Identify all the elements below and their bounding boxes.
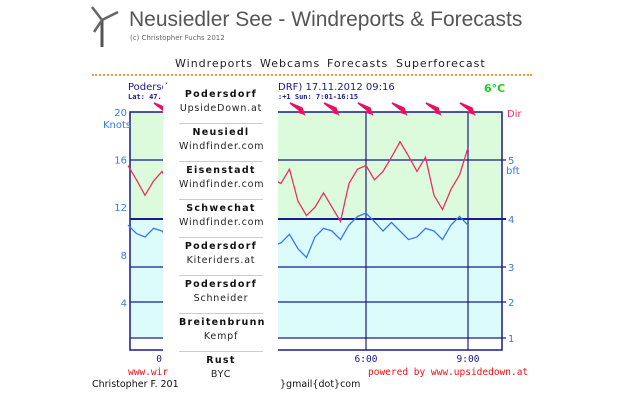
knots-tick-label: 8 bbox=[121, 251, 127, 262]
wind-turbine-icon bbox=[91, 6, 119, 47]
bft-tick-label: 4 bbox=[508, 215, 514, 226]
menu-item-source: Windfinder.com bbox=[179, 141, 265, 152]
menu-item-source: Windfinder.com bbox=[179, 179, 265, 190]
wind-direction-arrow-icon bbox=[357, 102, 374, 117]
y-axis-label: Knots bbox=[103, 120, 131, 131]
menu-item-source: BYC bbox=[210, 369, 232, 380]
wind-direction-arrow-icon bbox=[459, 102, 476, 117]
wind-direction-arrow-icon bbox=[289, 102, 306, 117]
bft-tick-label: 1 bbox=[508, 334, 514, 345]
menu-divider bbox=[179, 199, 263, 200]
knots-tick-label: 16 bbox=[114, 156, 127, 167]
menu-item[interactable]: Neusiedl Windfinder.com bbox=[179, 127, 265, 152]
menu-item-place: Podersdorf bbox=[184, 241, 258, 252]
bft-tick-label: 5 bbox=[508, 156, 514, 167]
menu-item-source: Windfinder.com bbox=[179, 217, 265, 228]
knots-tick-label: 12 bbox=[114, 203, 127, 214]
menu-divider bbox=[179, 275, 263, 276]
powered-by-link[interactable]: powered by www.upsidedown.at bbox=[368, 367, 529, 378]
menu-item[interactable]: Rust BYC bbox=[179, 355, 263, 380]
chart-frame bbox=[129, 111, 503, 351]
menu-divider bbox=[179, 351, 263, 352]
divider bbox=[92, 74, 532, 76]
page-title: Neusiedler See - Windreports & Forecasts bbox=[129, 8, 523, 31]
menu-item-source: Kempf bbox=[203, 331, 239, 342]
menu-divider bbox=[179, 313, 263, 314]
menu-item[interactable]: Schwechat Windfinder.com bbox=[179, 203, 265, 228]
menu-divider bbox=[179, 161, 263, 162]
menu-item-place: Breitenbrunn bbox=[179, 317, 266, 328]
x-tick-label: 6:00 bbox=[355, 354, 378, 365]
station-name: Podersd bbox=[128, 82, 168, 93]
direction-label: Dir bbox=[507, 109, 522, 120]
sun-times: :+1 Sun: 7:01-16:15 bbox=[278, 93, 359, 101]
bft-tick-label: 2 bbox=[508, 298, 514, 309]
menu-item-place: Neusiedl bbox=[192, 127, 250, 138]
nav-superforecast[interactable]: Superforecast bbox=[396, 57, 486, 70]
menu-item-place: Eisenstadt bbox=[186, 165, 256, 176]
menu-item-source: Kiteriders.at bbox=[186, 255, 256, 266]
menu-item-place: Podersdorf bbox=[184, 279, 258, 290]
menu-item[interactable]: Podersdorf Schneider bbox=[179, 279, 263, 304]
bft-tick-label: 3 bbox=[508, 263, 514, 274]
menu-item-place: Podersdorf bbox=[184, 89, 258, 100]
knots-tick-label: 20 bbox=[114, 108, 127, 119]
menu-item[interactable]: Eisenstadt Windfinder.com bbox=[179, 165, 265, 190]
nav-forecasts[interactable]: Forecasts bbox=[327, 57, 389, 70]
menu-item[interactable]: Podersdorf UpsideDown.at bbox=[179, 89, 263, 114]
x-tick-label: 9:00 bbox=[457, 354, 480, 365]
footer-credit: Christopher F. 201 bbox=[92, 379, 179, 390]
menu-item[interactable]: Breitenbrunn Kempf bbox=[179, 317, 266, 342]
footer-link[interactable]: www.wir bbox=[128, 367, 169, 378]
subtitle: (c) Christopher Fuchs 2012 bbox=[130, 34, 225, 42]
menu-item-source: UpsideDown.at bbox=[179, 103, 263, 114]
menu-item[interactable]: Podersdorf Kiteriders.at bbox=[179, 241, 263, 266]
temperature: 6°C bbox=[484, 82, 506, 95]
wind-direction-arrow-icon bbox=[425, 102, 442, 117]
station-title: DRF) 17.11.2012 09:16 bbox=[278, 82, 395, 93]
wind-direction-arrow-icon bbox=[391, 102, 408, 117]
knots-tick-label: 4 bbox=[121, 298, 127, 309]
wind-direction-arrow-icon bbox=[323, 102, 340, 117]
menu-divider bbox=[179, 237, 263, 238]
menu-item-place: Rust bbox=[206, 355, 236, 366]
x-tick-label: 0: bbox=[156, 354, 167, 365]
menu-item-place: Schwechat bbox=[186, 203, 256, 214]
nav-windreports[interactable]: Windreports bbox=[175, 57, 253, 70]
menu-divider bbox=[179, 123, 263, 124]
footer-email: }gmail{dot}com bbox=[280, 379, 361, 390]
nav-webcams[interactable]: Webcams bbox=[260, 57, 321, 70]
station-lat: Lat: 47. bbox=[128, 93, 162, 101]
menu-item-source: Schneider bbox=[193, 293, 249, 304]
y-axis-right-label: bft bbox=[506, 166, 520, 177]
station-dropdown-menu: Podersdorf UpsideDown.at Neusiedl Windfinde… bbox=[163, 84, 278, 400]
